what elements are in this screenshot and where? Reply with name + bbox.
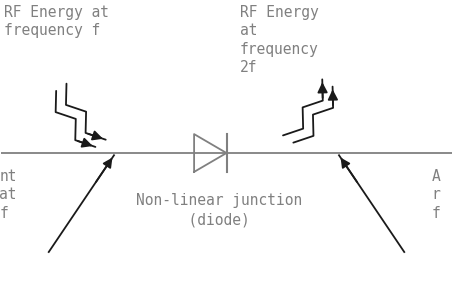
Text: nt
at
f: nt at f bbox=[0, 169, 17, 221]
Text: Non-linear junction
      (diode): Non-linear junction (diode) bbox=[136, 193, 303, 227]
Text: RF Energy at
frequency f: RF Energy at frequency f bbox=[4, 5, 109, 38]
Text: A
r
f: A r f bbox=[431, 169, 440, 221]
Text: RF Energy
at
frequency
2f: RF Energy at frequency 2f bbox=[240, 5, 319, 75]
